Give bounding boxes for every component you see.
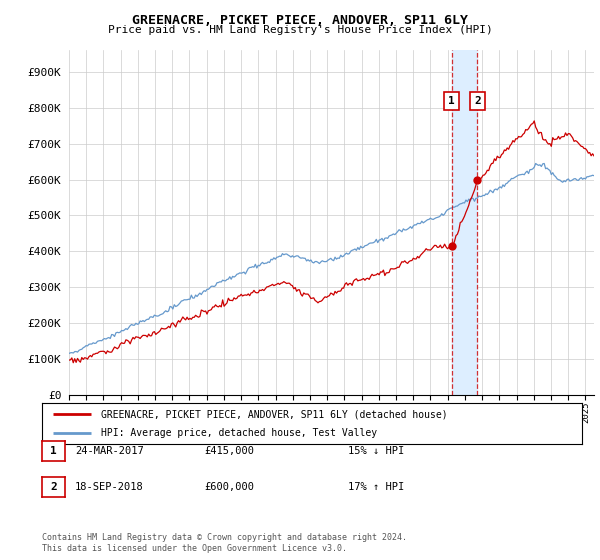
Text: 1: 1	[50, 446, 57, 456]
Text: Price paid vs. HM Land Registry's House Price Index (HPI): Price paid vs. HM Land Registry's House …	[107, 25, 493, 35]
Text: HPI: Average price, detached house, Test Valley: HPI: Average price, detached house, Test…	[101, 428, 377, 438]
Text: GREENACRE, PICKET PIECE, ANDOVER, SP11 6LY (detached house): GREENACRE, PICKET PIECE, ANDOVER, SP11 6…	[101, 409, 448, 419]
Text: 15% ↓ HPI: 15% ↓ HPI	[348, 446, 404, 456]
Text: GREENACRE, PICKET PIECE, ANDOVER, SP11 6LY: GREENACRE, PICKET PIECE, ANDOVER, SP11 6…	[132, 14, 468, 27]
Bar	[452, 50, 477, 395]
Text: 2: 2	[474, 96, 481, 106]
Text: 24-MAR-2017: 24-MAR-2017	[75, 446, 144, 456]
Text: 18-SEP-2018: 18-SEP-2018	[75, 482, 144, 492]
Text: 17% ↑ HPI: 17% ↑ HPI	[348, 482, 404, 492]
Text: Contains HM Land Registry data © Crown copyright and database right 2024.
This d: Contains HM Land Registry data © Crown c…	[42, 533, 407, 553]
Text: 1: 1	[448, 96, 455, 106]
Text: £415,000: £415,000	[204, 446, 254, 456]
Text: £600,000: £600,000	[204, 482, 254, 492]
Text: 2: 2	[50, 482, 57, 492]
